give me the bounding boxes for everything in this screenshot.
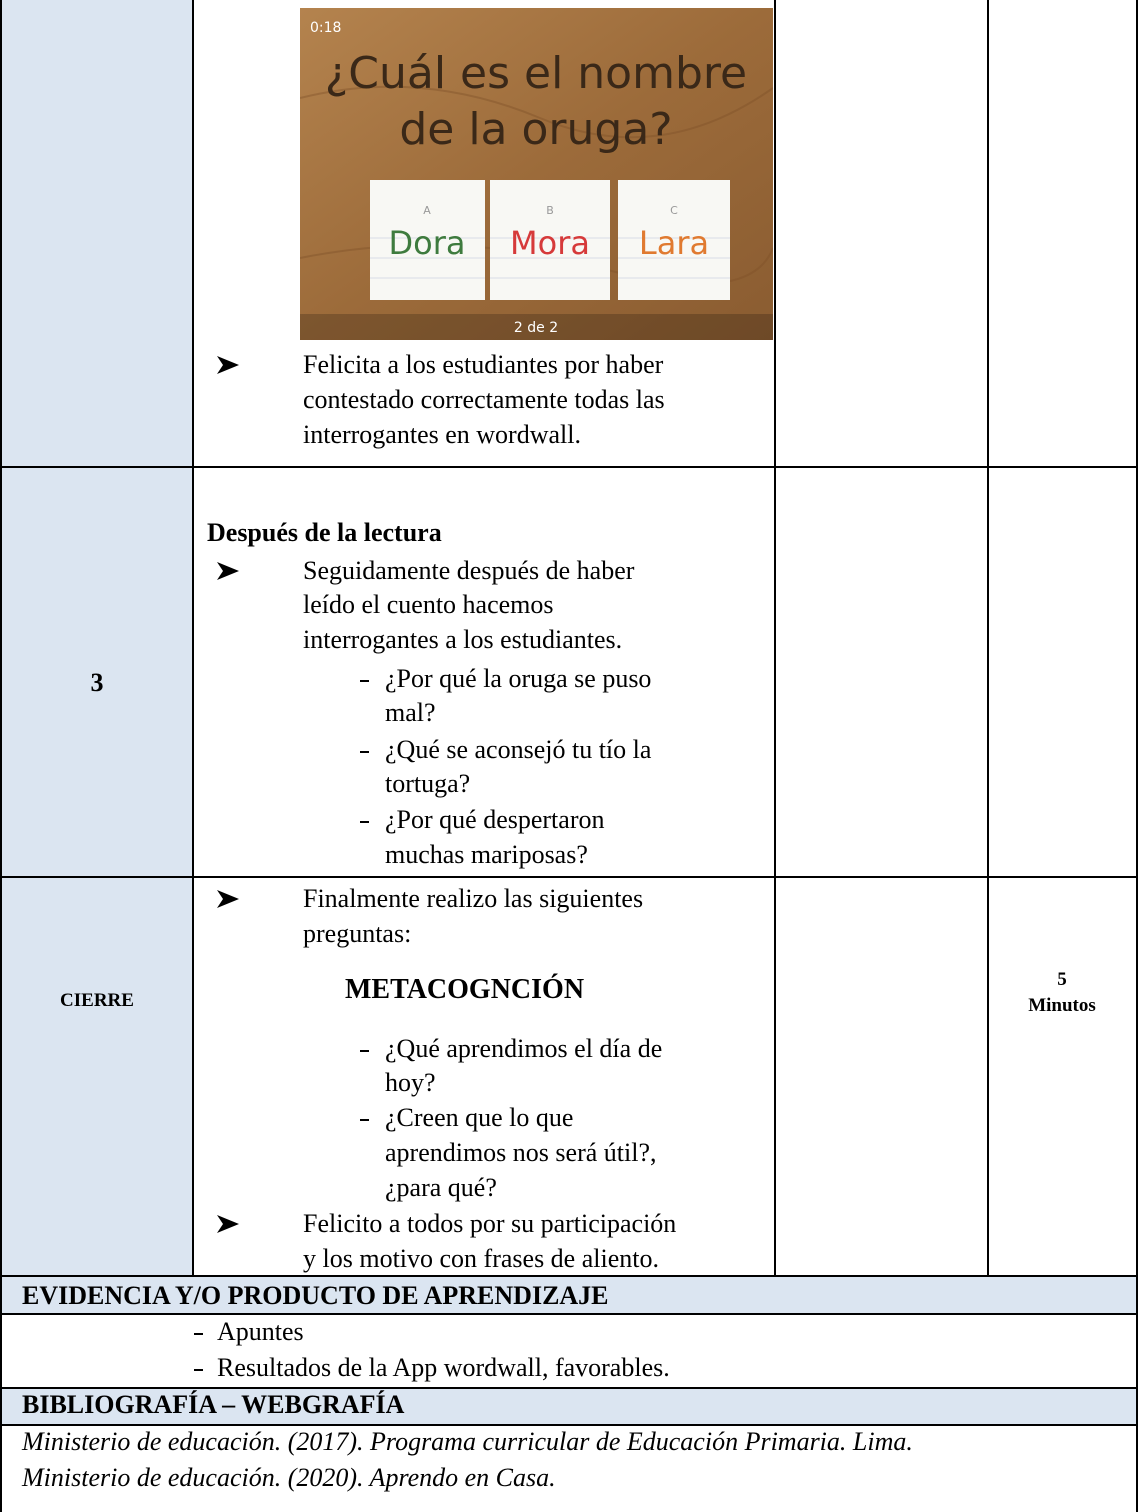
bullet-arrow	[217, 562, 239, 580]
text: Finalmente realizo las siguientes	[303, 884, 644, 913]
option-letter: A	[423, 204, 431, 217]
text: CIERRE	[60, 990, 134, 1011]
text: 3	[90, 668, 104, 697]
pager: 2 de 2	[514, 320, 558, 336]
text: BIBLIOGRAFÍA – WEBGRAFÍA	[22, 1390, 405, 1419]
table-border	[1136, 0, 1138, 1275]
option-cards	[370, 180, 730, 300]
table-border	[987, 0, 989, 1275]
text: aprendimos nos será útil?,	[385, 1138, 657, 1167]
text: y los motivo con frases de aliento.	[303, 1244, 659, 1273]
text: METACOGNCIÓN	[345, 974, 585, 1005]
text: Felicita a los estudiantes por haber	[303, 350, 664, 379]
dash-bullet	[360, 1119, 369, 1121]
option-letter: B	[546, 204, 554, 217]
text: ¿Qué se aconsejó tu tío la	[385, 735, 652, 764]
dash-bullet	[360, 680, 369, 682]
text: contestado correctamente todas las	[303, 385, 665, 414]
text: Seguidamente después de haber	[303, 556, 635, 585]
text: 5	[1057, 969, 1067, 990]
timer: 0:18	[310, 20, 341, 36]
question-line: de la oruga?	[399, 104, 672, 155]
text: tortuga?	[385, 769, 471, 798]
option-text: Mora	[510, 224, 590, 262]
option-text: Dora	[389, 224, 466, 262]
text: Resultados de la App wordwall, favorable…	[217, 1353, 670, 1382]
text: hoy?	[385, 1068, 436, 1097]
evidence-header-bg	[0, 1275, 1138, 1313]
first-column-shading	[0, 0, 193, 1275]
text: Ministerio de educación. (2017). Program…	[22, 1427, 913, 1456]
table-border	[0, 466, 1138, 468]
dash-bullet	[194, 1333, 203, 1335]
dash-bullet	[194, 1369, 203, 1371]
table-border	[774, 0, 776, 1275]
text: Ministerio de educación. (2020). Aprendo…	[22, 1463, 556, 1492]
text: ¿para qué?	[385, 1173, 497, 1202]
text: ¿Creen que lo que	[385, 1103, 574, 1132]
table-border	[0, 1313, 1138, 1315]
text: ¿Por qué la oruga se puso	[385, 664, 652, 693]
text: mal?	[385, 698, 436, 727]
text: muchas mariposas?	[385, 840, 588, 869]
text: EVIDENCIA Y/O PRODUCTO DE APRENDIZAJE	[22, 1281, 609, 1310]
text: leído el cuento hacemos	[303, 590, 554, 619]
text: Felicito a todos por su participación	[303, 1209, 677, 1238]
dash-bullet	[360, 751, 369, 753]
table-border	[0, 0, 2, 1275]
text: Apuntes	[217, 1317, 304, 1346]
option-text: Lara	[639, 224, 709, 262]
table-border	[192, 0, 194, 1275]
question-line: ¿Cuál es el nombre	[325, 48, 747, 99]
wordwall-screenshot: 0:18 ¿Cuál es el nombre de la oruga? A B…	[300, 8, 773, 340]
dash-bullet	[360, 821, 369, 823]
bibliography-header-bg	[0, 1387, 1138, 1424]
table-border	[0, 1275, 2, 1512]
dash-bullet	[360, 1050, 369, 1052]
table-border	[0, 876, 1138, 878]
table-border	[0, 1387, 1138, 1389]
table-border	[0, 1424, 1138, 1426]
table-border	[1136, 1275, 1138, 1512]
bullet-arrow	[217, 1215, 239, 1233]
text: Después de la lectura	[207, 518, 442, 547]
bullet-arrow	[217, 356, 239, 374]
text: interrogantes a los estudiantes.	[303, 625, 623, 654]
bullet-arrow	[217, 890, 239, 908]
text: Minutos	[1028, 995, 1096, 1016]
text: ¿Por qué despertaron	[385, 805, 605, 834]
text: ¿Qué aprendimos el día de	[385, 1034, 663, 1063]
option-letter: C	[670, 204, 678, 217]
text: interrogantes en wordwall.	[303, 420, 581, 449]
table-border	[0, 1275, 1138, 1277]
text: preguntas:	[303, 919, 412, 948]
